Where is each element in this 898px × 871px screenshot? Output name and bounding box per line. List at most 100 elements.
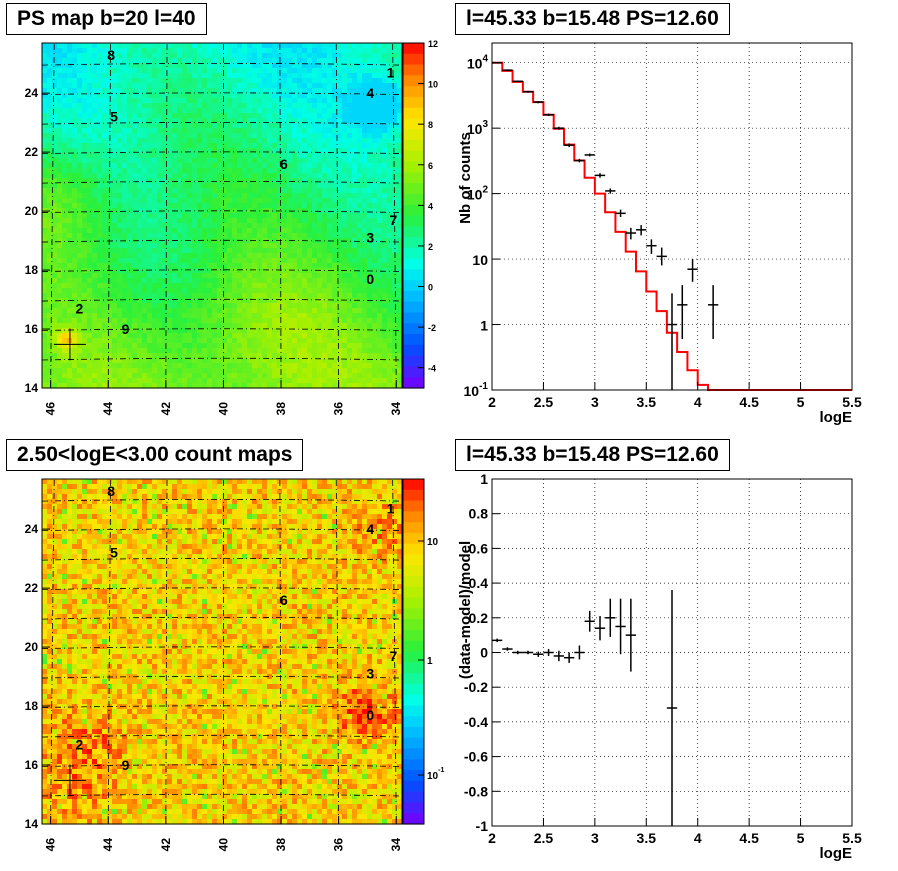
heatmap-cell bbox=[107, 68, 113, 74]
heatmap-cell bbox=[237, 83, 243, 89]
heatmap-cell bbox=[367, 243, 373, 249]
heatmap-cell bbox=[252, 113, 258, 119]
heatmap-cell bbox=[57, 258, 63, 264]
heatmap-cell bbox=[217, 68, 223, 74]
heatmap-cell bbox=[72, 63, 78, 69]
heatmap-cell bbox=[257, 183, 263, 189]
heatmap-cell bbox=[172, 308, 178, 314]
heatmap-cell bbox=[92, 218, 98, 224]
heatmap-cell bbox=[117, 228, 123, 234]
heatmap-cell bbox=[77, 308, 83, 314]
heatmap-cell bbox=[337, 283, 343, 289]
heatmap-cell bbox=[157, 358, 163, 364]
heatmap-cell bbox=[112, 283, 118, 289]
heatmap-cell bbox=[397, 73, 403, 79]
heatmap-cell bbox=[52, 78, 58, 84]
heatmap-cell bbox=[222, 228, 228, 234]
heatmap-cell bbox=[67, 293, 73, 299]
heatmap-cell bbox=[147, 353, 153, 359]
heatmap-cell bbox=[287, 48, 293, 54]
heatmap-cell bbox=[382, 98, 388, 104]
heatmap-cell bbox=[342, 253, 348, 259]
heatmap-cell bbox=[102, 368, 108, 374]
heatmap-cell bbox=[252, 238, 258, 244]
heatmap-cell bbox=[367, 68, 373, 74]
heatmap-cell bbox=[307, 318, 313, 324]
heatmap-cell bbox=[212, 48, 218, 54]
heatmap-cell bbox=[302, 333, 308, 339]
heatmap-cell bbox=[347, 333, 353, 339]
heatmap-cell bbox=[252, 228, 258, 234]
heatmap-cell bbox=[112, 373, 118, 379]
heatmap-cell bbox=[382, 318, 388, 324]
heatmap-cell bbox=[262, 373, 268, 379]
heatmap-cell bbox=[47, 298, 53, 304]
heatmap-cell bbox=[187, 43, 193, 49]
heatmap-cell bbox=[227, 318, 233, 324]
heatmap-cell bbox=[57, 228, 63, 234]
heatmap-cell bbox=[202, 113, 208, 119]
heatmap-cell bbox=[212, 293, 218, 299]
heatmap-cell bbox=[397, 223, 403, 229]
heatmap-cell bbox=[282, 383, 288, 389]
heatmap-cell bbox=[357, 183, 363, 189]
heatmap-cell bbox=[107, 178, 113, 184]
heatmap-cell bbox=[147, 113, 153, 119]
heatmap-cell bbox=[117, 323, 123, 329]
heatmap-cell bbox=[382, 343, 388, 349]
heatmap-cell bbox=[62, 373, 68, 379]
heatmap-cell bbox=[347, 198, 353, 204]
heatmap-cell bbox=[317, 108, 323, 114]
heatmap-cell bbox=[392, 193, 398, 199]
heatmap-cell bbox=[237, 58, 243, 64]
heatmap-cell bbox=[97, 93, 103, 99]
heatmap-cell bbox=[317, 298, 323, 304]
heatmap-cell bbox=[272, 383, 278, 389]
heatmap-cell bbox=[82, 368, 88, 374]
heatmap-cell bbox=[42, 103, 48, 109]
heatmap-cell bbox=[262, 63, 268, 69]
heatmap-cell bbox=[197, 328, 203, 334]
heatmap-cell bbox=[207, 348, 213, 354]
heatmap-cell bbox=[187, 373, 193, 379]
heatmap-cell bbox=[252, 128, 258, 134]
heatmap-cell bbox=[192, 363, 198, 369]
heatmap-cell bbox=[327, 168, 333, 174]
heatmap-cell bbox=[257, 173, 263, 179]
heatmap-cell bbox=[372, 273, 378, 279]
heatmap-cell bbox=[397, 98, 403, 104]
heatmap-cell bbox=[137, 308, 143, 314]
heatmap-cell bbox=[157, 263, 163, 269]
heatmap-cell bbox=[102, 328, 108, 334]
heatmap-cell bbox=[267, 343, 273, 349]
heatmap-cell bbox=[382, 203, 388, 209]
heatmap-cell bbox=[227, 133, 233, 139]
heatmap-cell bbox=[77, 93, 83, 99]
heatmap-cell bbox=[52, 233, 58, 239]
heatmap-cell bbox=[137, 208, 143, 214]
heatmap-cell bbox=[162, 323, 168, 329]
heatmap-cell bbox=[187, 128, 193, 134]
heatmap-cell bbox=[397, 48, 403, 54]
heatmap-cell bbox=[317, 348, 323, 354]
heatmap-cell bbox=[342, 133, 348, 139]
heatmap-cell bbox=[307, 258, 313, 264]
heatmap-cell bbox=[132, 363, 138, 369]
heatmap-cell bbox=[377, 163, 383, 169]
heatmap-cell bbox=[287, 298, 293, 304]
heatmap-cell bbox=[317, 338, 323, 344]
heatmap-cell bbox=[147, 168, 153, 174]
heatmap-cell bbox=[152, 118, 158, 124]
heatmap-cell bbox=[237, 298, 243, 304]
heatmap-cell bbox=[187, 328, 193, 334]
heatmap-cell bbox=[357, 68, 363, 74]
heatmap-cell bbox=[257, 93, 263, 99]
heatmap-cell bbox=[292, 303, 298, 309]
heatmap-cell bbox=[172, 368, 178, 374]
heatmap-cell bbox=[267, 268, 273, 274]
heatmap-cell bbox=[192, 338, 198, 344]
heatmap-cell bbox=[262, 193, 268, 199]
heatmap-cell bbox=[357, 78, 363, 84]
heatmap-cell bbox=[337, 103, 343, 109]
heatmap-cell bbox=[132, 163, 138, 169]
